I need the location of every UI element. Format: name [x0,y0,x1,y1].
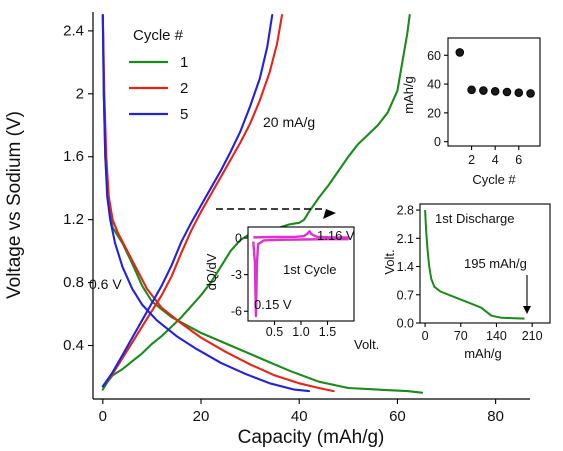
inset-discharge-x-title: mAh/g [464,346,502,361]
x-tick-label: 0 [422,329,429,343]
x-tick-label: 2 [468,153,475,167]
inset-dqdv-title: 1st Cycle [283,262,336,277]
y-tick-label: 0 [235,231,242,245]
inset-cycle-x-ticks: 2 4 6 [468,146,522,167]
main-y-axis-title: Voltage vs Sodium (V) [4,111,25,299]
series-line-cycle-2-charge [101,14,284,388]
inset-discharge-line [424,210,525,320]
x-tick-label: 0 [99,408,107,425]
x-tick-label: 1.5 [319,325,336,339]
inset-dqdv-x-title: Volt. [354,337,379,352]
inset-dqdv-y-title: dQ/dV [204,253,219,290]
y-tick-label: 60 [427,49,441,63]
cycle-point [479,86,488,95]
inset-cycle-y-ticks: 0 20 40 60 [427,49,448,149]
cycle-point [490,86,500,96]
cycle-point [455,48,465,57]
x-tick-label: 4 [492,153,499,167]
y-tick-label: 1.2 [63,211,84,228]
inset-dqdv-x-ticks: 0.5 1.0 1.5 [266,321,336,339]
inset-dqdv-y-ticks: -6 -3 0 [231,231,248,319]
x-tick-label: 6 [515,153,522,167]
y-tick-label: 20 [427,106,441,120]
cycle-point [514,88,524,98]
inset-discharge-capacity-label: 195 mAh/g [464,256,527,271]
inset-dqdv-peak-low-label: 0.15 V [254,297,292,312]
main-series-lines [101,14,424,394]
inset-discharge-x-ticks: 0 70 140 210 [422,323,543,343]
inset-discharge-title: 1st Discharge [435,211,514,226]
main-y-ticks: 0.4 0.8 1.2 1.6 2 2.4 [63,22,93,354]
cycle-point [502,87,512,97]
y-tick-label: 0.4 [63,337,84,354]
main-x-ticks: 0 20 40 60 80 [99,399,504,425]
series-line-cycle-5-charge [101,14,274,388]
inset-dqdv-lines [252,230,349,318]
series-line-cycle-1-charge [101,14,411,391]
legend-label-cycle-2: 2 [180,80,188,97]
first-discharge-line [424,210,525,320]
x-tick-label: 0.5 [266,325,283,339]
y-tick-label: 1.6 [63,148,84,165]
inset-dqdv-peak-high-label: 1.16 V [317,228,355,243]
x-tick-label: 20 [193,408,210,425]
dqdv-charge-line [253,230,349,239]
x-tick-label: 210 [522,329,543,343]
y-tick-label: 2.4 [63,22,84,39]
y-tick-label: -6 [231,305,242,319]
inset-cycle-x-title: Cycle # [472,172,516,187]
inset-dqdv-chart: 0.5 1.0 1.5 -6-30 1st Cycle 1.16 V 0.15 V … [204,226,379,352]
inset-discharge-y-ticks: 0.0 0.7 1.4 2.1 2.8 [397,204,420,331]
main-chart: 0 20 40 60 80 0.40.81.21.622.4 Capacity (mAh… [4,12,530,448]
inset-discharge-chart: 0 70 140 210 0.00.71.42.12.8 1st Discharge … [382,203,551,361]
y-tick-label: 2 [76,85,84,102]
inset-discharge-y-title: Volt. [382,249,397,274]
y-tick-label: 0.7 [397,288,414,302]
legend-label-cycle-1: 1 [180,54,188,71]
inset-discharge-arrow-head [523,306,531,314]
cutoff-annotation: 0.6 V [89,276,122,292]
inset-cycle-chart: 2 4 6 0 20 40 60 Cycle # mAh/g [401,37,541,187]
dqdv-discharge-line [252,238,349,318]
x-tick-label: 140 [486,329,507,343]
inset-cycle-y-title: mAh/g [401,76,416,114]
legend-title: Cycle # [133,27,184,44]
inset-dqdv-frame [247,226,355,322]
y-tick-label: 0.8 [63,274,84,291]
y-tick-label: 0.0 [397,317,414,331]
inset-cycle-points [455,48,535,98]
y-tick-label: 2.1 [397,232,414,246]
x-tick-label: 1.0 [292,325,309,339]
y-tick-label: 2.8 [397,204,414,218]
main-x-axis-title: Capacity (mAh/g) [238,427,385,448]
legend-label-cycle-5: 5 [180,106,188,123]
cycle-point [467,85,476,95]
legend: Cycle # 1 2 5 [129,27,188,123]
cycle-point [526,89,535,98]
x-tick-label: 60 [389,408,406,425]
y-tick-label: 1.4 [397,260,414,274]
y-tick-label: 40 [427,78,441,92]
inset-discharge-frame [419,203,551,324]
y-tick-label: 0 [434,135,441,149]
rate-annotation: 20 mA/g [263,114,315,130]
y-tick-label: -3 [231,268,242,282]
series-line-cycle-5-discharge [101,14,311,393]
plateau-arrow-head [323,209,336,219]
x-tick-label: 70 [454,329,468,343]
x-tick-label: 40 [291,408,308,425]
x-tick-label: 80 [487,408,504,425]
